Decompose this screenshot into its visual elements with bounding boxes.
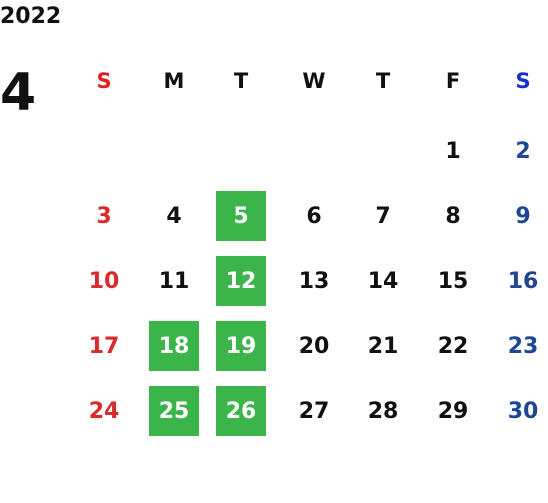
highlighted-day: 25: [149, 386, 199, 436]
highlighted-day: 19: [216, 321, 266, 371]
weekday-header: S: [515, 69, 531, 93]
calendar-day: 29: [437, 398, 469, 424]
weekday-header: M: [163, 69, 185, 93]
calendar-day: 4: [166, 203, 182, 229]
weekday-header: T: [233, 69, 249, 93]
calendar-day: 10: [88, 268, 120, 294]
calendar-day: 9: [515, 203, 531, 229]
year-label: 2022: [0, 4, 62, 29]
calendar-day: 30: [507, 398, 539, 424]
calendar-day: 3: [96, 203, 112, 229]
month-number: 4: [0, 63, 37, 123]
calendar-day: 6: [306, 203, 322, 229]
highlighted-day: 26: [216, 386, 266, 436]
calendar-day: 8: [445, 203, 461, 229]
weekday-header: S: [96, 69, 112, 93]
highlighted-day: 12: [216, 256, 266, 306]
calendar-day: 15: [437, 268, 469, 294]
calendar-day: 27: [298, 398, 330, 424]
calendar-day: 13: [298, 268, 330, 294]
calendar-day: 22: [437, 333, 469, 359]
calendar-day: 2: [515, 138, 531, 164]
highlighted-day: 5: [216, 191, 266, 241]
weekday-header: W: [302, 69, 326, 93]
calendar-day: 28: [367, 398, 399, 424]
calendar-day: 23: [507, 333, 539, 359]
calendar-day: 14: [367, 268, 399, 294]
calendar-day: 1: [445, 138, 461, 164]
calendar-day: 16: [507, 268, 539, 294]
calendar-day: 24: [88, 398, 120, 424]
calendar-day: 17: [88, 333, 120, 359]
highlighted-day: 18: [149, 321, 199, 371]
calendar-day: 11: [158, 268, 190, 294]
calendar-day: 21: [367, 333, 399, 359]
calendar-day: 20: [298, 333, 330, 359]
calendar-day: 7: [375, 203, 391, 229]
weekday-header: T: [375, 69, 391, 93]
weekday-header: F: [445, 69, 461, 93]
